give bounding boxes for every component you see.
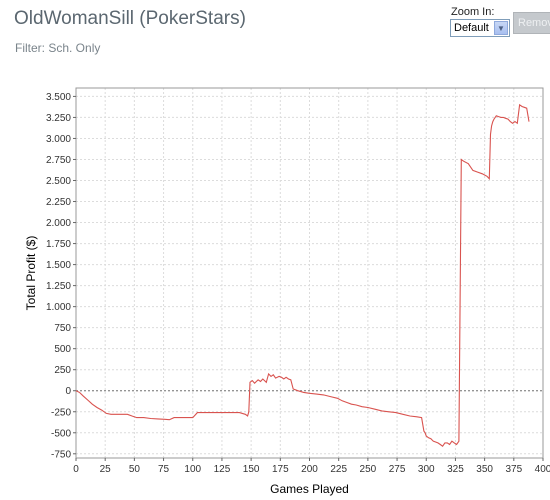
y-tick-label: 2.500 — [46, 176, 71, 187]
x-tick-label: 0 — [73, 464, 79, 475]
y-tick-label: -500 — [51, 428, 71, 439]
y-tick-label: -750 — [51, 449, 71, 460]
x-tick-label: 400 — [535, 464, 550, 475]
y-tick-label: 3.000 — [46, 134, 71, 145]
x-tick-label: 75 — [158, 464, 170, 475]
x-tick-label: 325 — [447, 464, 464, 475]
x-tick-label: 275 — [389, 464, 406, 475]
y-tick-label: 1.500 — [46, 260, 71, 271]
x-tick-label: 50 — [129, 464, 141, 475]
filter-label: Filter: Sch. Only — [15, 41, 101, 55]
y-tick-label: 2.000 — [46, 218, 71, 229]
y-tick-label: 0 — [65, 386, 71, 397]
grid — [75, 88, 544, 458]
profit-line — [75, 103, 530, 447]
y-tick-label: 3.250 — [46, 113, 71, 124]
x-axis-label: Games Played — [270, 482, 349, 496]
x-tick-label: 125 — [214, 464, 231, 475]
y-tick-label: 1.750 — [46, 239, 71, 250]
zoom-selected-value: Default — [454, 22, 489, 34]
x-tick-label: 25 — [100, 464, 112, 475]
x-tick-label: 300 — [418, 464, 435, 475]
x-tick-label: 375 — [505, 464, 522, 475]
remove-button[interactable]: Remove — [513, 12, 550, 34]
x-tick-label: 250 — [360, 464, 377, 475]
chevron-down-icon[interactable]: ▼ — [494, 21, 508, 35]
x-tick-label: 200 — [301, 464, 318, 475]
x-tick-label: 175 — [272, 464, 289, 475]
y-tick-label: 2.250 — [46, 197, 71, 208]
x-axis: 0 25 50 75 100 125 150 175 200 225 250 275 300 325 350… — [73, 458, 550, 475]
page-title: OldWomanSill (PokerStars) — [14, 8, 246, 29]
y-tick-label: 750 — [54, 323, 71, 334]
y-tick-label: 2.750 — [46, 155, 71, 166]
y-tick-label: 1.000 — [46, 302, 71, 313]
x-tick-label: 100 — [184, 464, 201, 475]
x-tick-label: 150 — [243, 464, 260, 475]
x-tick-label: 225 — [330, 464, 347, 475]
y-tick-label: 250 — [54, 365, 71, 376]
x-tick-label: 350 — [476, 464, 493, 475]
y-axis-label: Total Profit ($) — [24, 236, 38, 311]
y-tick-label: 500 — [54, 344, 71, 355]
y-axis: -750 -500 -250 0 250 500 750 1.000 1.250 1.500 1.7… — [46, 92, 76, 460]
y-tick-label: 1.250 — [46, 281, 71, 292]
zoom-label: Zoom In: — [451, 6, 495, 18]
y-tick-label: 3.500 — [46, 92, 71, 103]
zoom-select[interactable]: Default ▼ — [450, 19, 510, 37]
y-tick-label: -250 — [51, 407, 71, 418]
